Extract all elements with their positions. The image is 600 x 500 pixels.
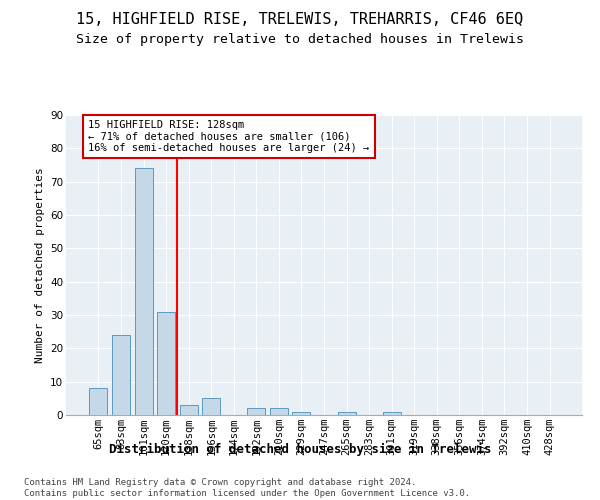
Bar <box>134 168 152 415</box>
Bar <box>179 405 198 415</box>
Bar <box>338 412 356 415</box>
Text: Distribution of detached houses by size in Trelewis: Distribution of detached houses by size … <box>109 442 491 456</box>
Text: Size of property relative to detached houses in Trelewis: Size of property relative to detached ho… <box>76 32 524 46</box>
Bar <box>157 312 175 415</box>
Bar <box>292 412 310 415</box>
Bar <box>247 408 265 415</box>
Bar <box>383 412 401 415</box>
Text: Contains HM Land Registry data © Crown copyright and database right 2024.
Contai: Contains HM Land Registry data © Crown c… <box>24 478 470 498</box>
Y-axis label: Number of detached properties: Number of detached properties <box>35 167 44 363</box>
Bar <box>89 388 107 415</box>
Text: 15, HIGHFIELD RISE, TRELEWIS, TREHARRIS, CF46 6EQ: 15, HIGHFIELD RISE, TRELEWIS, TREHARRIS,… <box>76 12 524 28</box>
Bar <box>202 398 220 415</box>
Bar <box>270 408 288 415</box>
Bar <box>112 335 130 415</box>
Text: 15 HIGHFIELD RISE: 128sqm
← 71% of detached houses are smaller (106)
16% of semi: 15 HIGHFIELD RISE: 128sqm ← 71% of detac… <box>88 120 370 153</box>
